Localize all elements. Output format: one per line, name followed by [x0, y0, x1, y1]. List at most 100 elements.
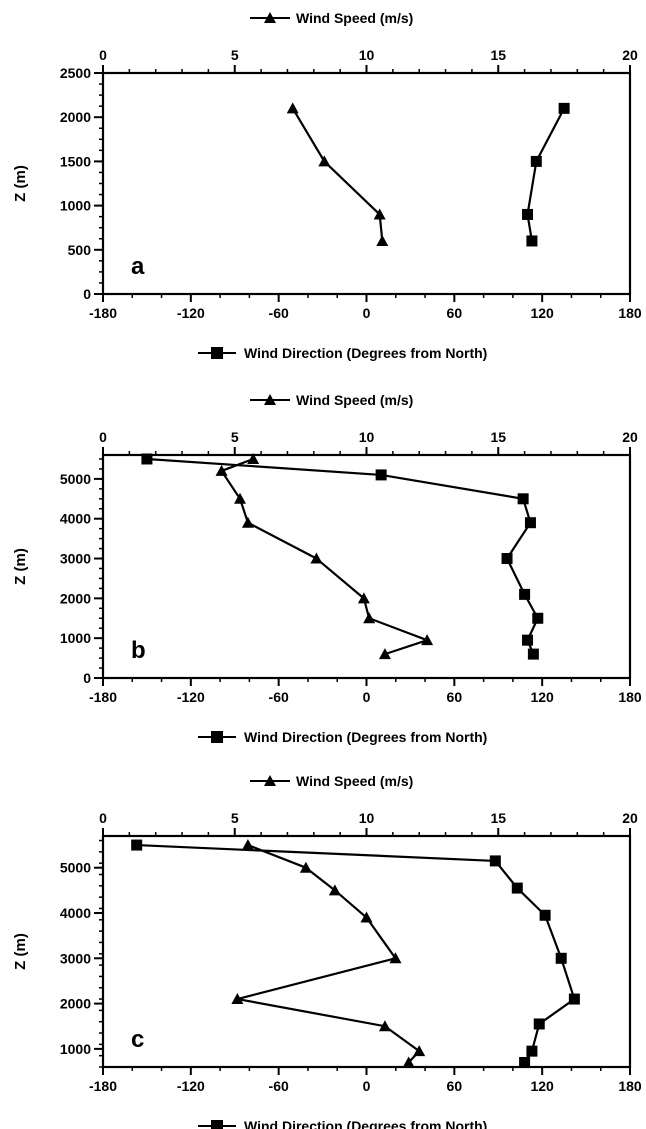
- wind-direction-point: [568, 993, 580, 1005]
- x-top-tick-label: 0: [99, 810, 107, 826]
- wind-direction-point: [533, 1018, 545, 1030]
- wind-speed-point: [318, 155, 331, 167]
- wind-direction-point: [522, 208, 534, 220]
- y-tick-label: 1000: [60, 630, 91, 646]
- x-bottom-tick-label: -60: [269, 305, 289, 321]
- y-tick-label: 5000: [60, 860, 91, 876]
- plot-frame: [101, 834, 632, 1069]
- wind-speed-point: [360, 911, 373, 923]
- x-bottom-tick-label: -60: [269, 1078, 289, 1094]
- x-bottom-tick-label: 60: [447, 689, 463, 705]
- legend-label-wind-speed: Wind Speed (m/s): [296, 773, 413, 789]
- y-tick-label: 3000: [60, 950, 91, 966]
- wind-direction-point: [519, 588, 531, 600]
- x-bottom-tick-label: 180: [618, 1078, 642, 1094]
- wind-direction-point: [141, 453, 153, 465]
- wind-speed-point: [286, 102, 299, 114]
- x-top-tick-label: 10: [359, 429, 375, 445]
- x-top-tick-label: 20: [622, 429, 638, 445]
- series-line-wind-speed: [236, 844, 421, 1064]
- y-tick-label: 1500: [60, 153, 91, 169]
- x-top-tick-label: 10: [359, 47, 375, 63]
- panel-label: b: [131, 637, 146, 664]
- wind-direction-point: [526, 235, 538, 247]
- wind-speed-point: [357, 592, 370, 604]
- triangle-icon: [264, 394, 276, 405]
- wind-direction-point: [375, 469, 387, 481]
- wind-speed-point: [247, 452, 260, 464]
- x-top-tick-label: 5: [231, 47, 239, 63]
- triangle-icon: [264, 775, 276, 786]
- wind-direction-point: [489, 855, 501, 867]
- panel-c: 1000 2000 3000 4000 5000 Z (m) -180 -120 -60 0 60 1…: [12, 773, 642, 1129]
- wind-speed-point: [376, 234, 389, 246]
- wind-speed-point: [234, 492, 247, 504]
- x-bottom-tick-label: 180: [618, 305, 642, 321]
- square-icon: [211, 347, 223, 359]
- wind-speed-point: [299, 861, 312, 873]
- plot-frame: [101, 71, 632, 296]
- legend-label-wind-speed: Wind Speed (m/s): [296, 10, 413, 26]
- legend-label-wind-direction: Wind Direction (Degrees from North): [244, 1118, 487, 1129]
- x-bottom-tick-label: -120: [177, 1078, 205, 1094]
- wind-speed-point: [363, 612, 376, 624]
- x-bottom-tick-label: -60: [269, 689, 289, 705]
- y-axis-title: Z (m): [12, 933, 29, 970]
- wind-direction-point: [131, 839, 143, 851]
- wind-speed-point: [378, 1020, 391, 1032]
- y-tick-label: 3000: [60, 551, 91, 567]
- x-bottom-tick-label: -120: [177, 305, 205, 321]
- series-line-wind-direction: [136, 843, 576, 1064]
- square-icon: [211, 731, 223, 743]
- series-line-wind-direction: [526, 107, 566, 242]
- y-tick-label: 2000: [60, 996, 91, 1012]
- panel-a: 0 500 1000 1500 2000 2500 Z (m) -180 -120 -60 0 60 1…: [12, 10, 642, 361]
- y-tick-label: 4000: [60, 511, 91, 527]
- wind-speed-point: [421, 634, 434, 646]
- y-tick-label: 4000: [60, 905, 91, 921]
- y-tick-label: 2000: [60, 109, 91, 125]
- wind-speed-point: [310, 552, 323, 564]
- x-top-tick-label: 20: [622, 810, 638, 826]
- wind-speed-point: [215, 464, 228, 476]
- y-tick-label: 500: [68, 242, 92, 258]
- wind-speed-point: [389, 952, 402, 964]
- plot-frame: [101, 453, 632, 680]
- x-top-tick-label: 15: [490, 810, 506, 826]
- wind-direction-point: [524, 517, 536, 529]
- panel-label: c: [131, 1026, 144, 1053]
- wind-direction-point: [530, 155, 542, 167]
- y-tick-label: 5000: [60, 471, 91, 487]
- wind-direction-point: [511, 882, 523, 894]
- wind-speed-point: [328, 884, 341, 896]
- wind-direction-point: [526, 1045, 538, 1057]
- x-top-tick-label: 0: [99, 47, 107, 63]
- legend-label-wind-direction: Wind Direction (Degrees from North): [244, 345, 487, 361]
- wind-speed-point: [241, 516, 254, 528]
- legend-label-wind-speed: Wind Speed (m/s): [296, 392, 413, 408]
- wind-speed-point: [373, 208, 386, 220]
- y-tick-label: 1000: [60, 198, 91, 214]
- x-bottom-tick-label: -120: [177, 689, 205, 705]
- wind-speed-point: [241, 839, 254, 851]
- wind-direction-point: [519, 1056, 531, 1068]
- x-top-tick-label: 5: [231, 429, 239, 445]
- square-icon: [211, 1120, 223, 1129]
- x-top-tick-label: 15: [490, 429, 506, 445]
- wind-direction-point: [527, 648, 539, 660]
- x-top-tick-label: 0: [99, 429, 107, 445]
- series-line-wind-direction: [146, 457, 539, 655]
- wind-direction-point: [558, 102, 570, 114]
- wind-direction-point: [555, 952, 567, 964]
- panel-label: a: [131, 253, 145, 280]
- x-bottom-tick-label: 60: [447, 1078, 463, 1094]
- wind-direction-point: [539, 909, 551, 921]
- series-line-wind-speed: [291, 107, 384, 242]
- y-tick-label: 2000: [60, 590, 91, 606]
- panel-b: 0 1000 2000 3000 4000 5000 Z (m) -180 -120 -60 0 60…: [12, 392, 642, 745]
- x-top-tick-label: 10: [359, 810, 375, 826]
- x-bottom-tick-label: -180: [89, 689, 117, 705]
- y-tick-label: 0: [83, 286, 91, 302]
- wind-direction-point: [517, 493, 529, 505]
